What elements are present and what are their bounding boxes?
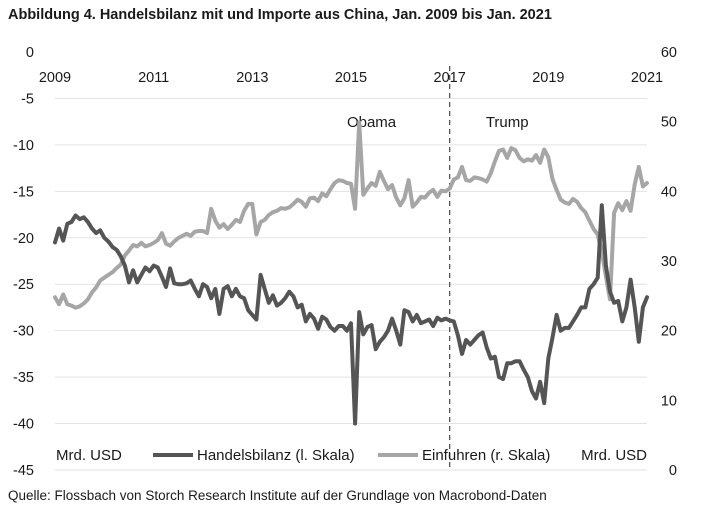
gridlines — [55, 97, 647, 471]
x-tick-label: 2021 — [631, 70, 663, 86]
series-line-handelsbilanz — [53, 203, 649, 426]
right-tick-label: 0 — [669, 463, 677, 479]
x-tick-label: 2019 — [532, 70, 564, 86]
legend-label-einfuhren: Einfuhren (r. Skala) — [422, 447, 550, 464]
left-tick-label: -35 — [13, 370, 34, 386]
left-unit-label: Mrd. USD — [56, 447, 122, 464]
series-line-einfuhren — [53, 120, 649, 310]
source-note: Quelle: Flossbach von Storch Research In… — [8, 488, 547, 503]
left-axis-ticks: 0 -5 -10 -15 -20 -25 -30 -35 -40 -45 — [13, 45, 34, 479]
annotation-trump: Trump — [486, 114, 529, 131]
annotation-obama: Obama — [347, 114, 397, 131]
left-tick-label: -30 — [13, 324, 34, 340]
left-tick-label: -15 — [13, 184, 34, 200]
x-tick-label: 2011 — [138, 70, 169, 86]
x-tick-label: 2009 — [39, 70, 71, 86]
right-tick-label: 50 — [661, 115, 677, 131]
x-tick-label: 2013 — [236, 70, 268, 86]
right-axis-ticks: 60 50 40 30 20 10 0 — [661, 45, 677, 479]
left-tick-label: -20 — [13, 231, 34, 247]
left-tick-label: -45 — [13, 463, 34, 479]
right-tick-label: 20 — [661, 324, 677, 340]
right-tick-label: 10 — [661, 393, 677, 409]
right-tick-label: 30 — [661, 254, 677, 270]
left-tick-label: -40 — [13, 417, 34, 433]
left-tick-label: -5 — [21, 91, 34, 107]
right-tick-label: 40 — [661, 184, 677, 200]
left-tick-label: 0 — [26, 45, 34, 61]
annotations: Obama Trump — [347, 114, 529, 131]
series-lines — [53, 120, 649, 426]
x-axis-ticks: 2009 2011 2013 2015 2017 2019 2021 — [39, 70, 663, 86]
x-tick-label: 2015 — [335, 70, 367, 86]
legend: Mrd. USD Mrd. USD Handelsbilanz (l. Skala)… — [56, 447, 647, 464]
left-tick-label: -10 — [13, 138, 34, 154]
right-tick-label: 60 — [661, 45, 677, 61]
chart-title: Abbildung 4. Handelsbilanz mit und Impor… — [8, 7, 552, 23]
legend-label-handelsbilanz: Handelsbilanz (l. Skala) — [197, 447, 355, 464]
right-unit-label: Mrd. USD — [581, 447, 647, 464]
left-tick-label: -25 — [13, 277, 34, 293]
